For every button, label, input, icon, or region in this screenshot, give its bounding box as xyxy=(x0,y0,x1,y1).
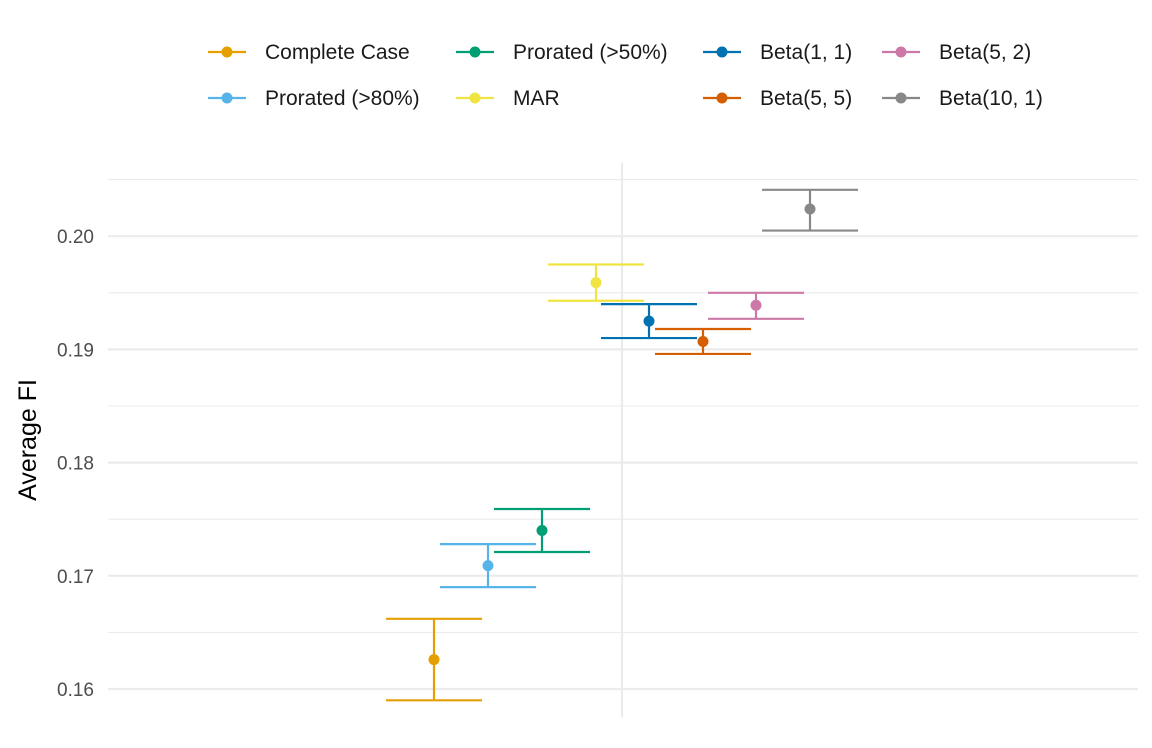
legend-item-complete-case: Complete Case xyxy=(208,41,410,64)
legend-label: Beta(5, 2) xyxy=(939,41,1031,64)
legend-key-point xyxy=(716,46,728,58)
legend-item-beta-5-2: Beta(5, 2) xyxy=(882,41,1031,64)
y-tick-label: 0.18 xyxy=(57,454,94,475)
y-tick-label: 0.17 xyxy=(57,567,94,588)
y-axis-title: Average FI xyxy=(14,379,42,501)
legend-key-point xyxy=(895,46,907,58)
legend-key-point xyxy=(469,92,481,104)
legend-key-point xyxy=(716,92,728,104)
y-axis-ticks: 0.16 0.17 0.18 0.19 0.20 xyxy=(57,227,94,701)
legend-item-beta-5-5: Beta(5, 5) xyxy=(703,87,852,110)
legend-label: Beta(5, 5) xyxy=(760,87,852,110)
y-tick-label: 0.20 xyxy=(57,227,94,248)
legend-key-point xyxy=(469,46,481,58)
legend-item-mar: MAR xyxy=(456,87,560,110)
series-beta-10-1 xyxy=(762,188,858,232)
series-complete-case xyxy=(386,617,482,702)
series-beta-5-5 xyxy=(655,327,751,356)
estimate-point xyxy=(697,335,709,347)
y-tick-label: 0.16 xyxy=(57,680,94,701)
estimate-point xyxy=(643,315,655,327)
legend-item-prorated-80: Prorated (>80%) xyxy=(208,87,420,110)
legend-label: Prorated (>50%) xyxy=(513,41,668,64)
series-marks xyxy=(386,188,858,702)
estimate-point xyxy=(590,277,602,289)
legend-item-beta-1-1: Beta(1, 1) xyxy=(703,41,852,64)
legend-key-point xyxy=(221,92,233,104)
legend-label: Beta(1, 1) xyxy=(760,41,852,64)
series-beta-1-1 xyxy=(601,303,697,340)
series-prorated-80 xyxy=(440,543,536,589)
legend: Complete Case Prorated (>50%) Beta(1, 1) Be… xyxy=(208,41,1043,110)
legend-key-point xyxy=(221,46,233,58)
legend-label: Beta(10, 1) xyxy=(939,87,1043,110)
series-mar xyxy=(548,263,644,302)
estimate-point xyxy=(804,203,816,215)
legend-key-point xyxy=(895,92,907,104)
estimate-point xyxy=(482,560,494,572)
y-tick-label: 0.19 xyxy=(57,340,94,361)
series-beta-5-2 xyxy=(708,291,804,320)
grid-lines xyxy=(108,162,1138,718)
legend-label: Prorated (>80%) xyxy=(265,87,420,110)
estimate-point xyxy=(428,654,440,666)
legend-label: Complete Case xyxy=(265,41,410,64)
estimate-point xyxy=(536,525,548,537)
legend-item-beta-10-1: Beta(10, 1) xyxy=(882,87,1043,110)
estimate-point xyxy=(750,299,762,311)
series-prorated-50 xyxy=(494,507,590,554)
legend-label: MAR xyxy=(513,87,560,110)
legend-item-prorated-50: Prorated (>50%) xyxy=(456,41,668,64)
